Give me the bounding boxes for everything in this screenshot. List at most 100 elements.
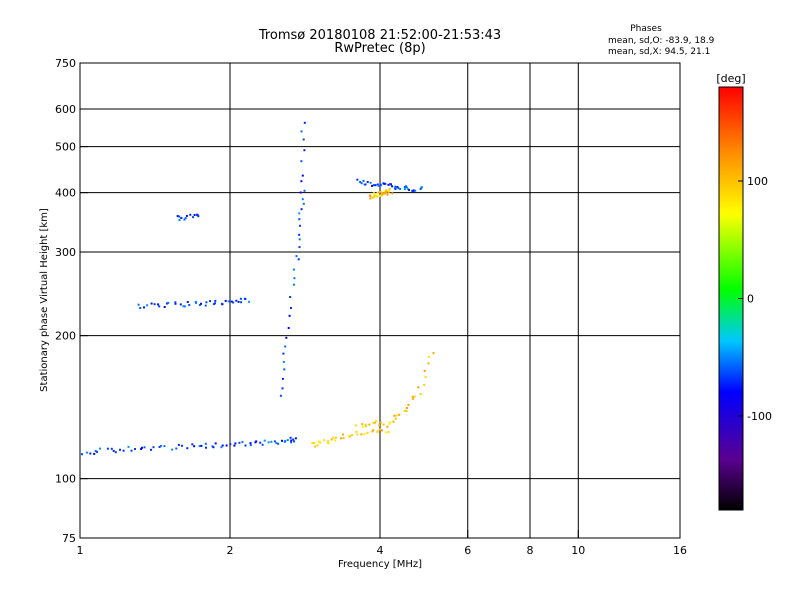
data-point <box>212 303 215 306</box>
data-point <box>383 190 386 193</box>
data-point <box>413 395 416 398</box>
data-point <box>414 189 417 192</box>
data-point <box>273 440 276 443</box>
data-point <box>405 186 408 189</box>
data-point <box>112 449 115 452</box>
data-point <box>240 301 243 304</box>
data-point <box>303 149 306 152</box>
data-point <box>311 442 314 444</box>
data-point <box>183 305 186 308</box>
data-point <box>316 444 319 447</box>
data-point <box>297 258 300 261</box>
data-point <box>163 306 166 308</box>
data-point <box>185 214 188 217</box>
data-point <box>301 198 304 201</box>
data-point <box>298 218 301 221</box>
data-point <box>290 441 293 444</box>
data-point <box>361 425 364 428</box>
data-point <box>403 409 406 412</box>
data-point <box>369 197 372 200</box>
data-point <box>427 362 430 365</box>
data-point <box>205 301 208 304</box>
data-point <box>374 184 377 187</box>
data-point <box>290 439 293 442</box>
data-point <box>388 422 391 425</box>
data-point <box>286 439 289 442</box>
data-point <box>362 179 365 182</box>
data-point <box>159 444 162 447</box>
data-point <box>89 452 92 455</box>
data-point <box>369 181 372 184</box>
grid-lines <box>80 63 680 538</box>
data-point <box>419 188 422 190</box>
data-point <box>292 438 295 441</box>
data-point <box>281 439 283 442</box>
data-point <box>150 302 153 305</box>
data-point <box>283 440 286 443</box>
data-point <box>225 444 228 447</box>
data-point <box>390 183 392 186</box>
data-point <box>94 450 97 453</box>
data-point <box>405 185 407 188</box>
phase-colorbar: [deg] <box>716 72 746 510</box>
data-point <box>184 217 187 220</box>
data-point <box>188 304 191 306</box>
data-point <box>303 189 306 192</box>
data-point <box>114 451 117 454</box>
data-point <box>391 185 394 188</box>
x-tick-label: 8 <box>527 544 534 557</box>
data-point <box>175 447 178 450</box>
data-point <box>182 305 185 308</box>
data-point <box>384 431 387 434</box>
data-point <box>220 446 223 449</box>
data-point <box>295 255 298 258</box>
data-point <box>303 121 306 124</box>
data-point <box>380 191 383 194</box>
data-point <box>395 414 398 417</box>
data-point <box>193 445 196 448</box>
data-point <box>244 298 247 300</box>
data-point <box>183 218 186 221</box>
data-point <box>281 377 284 380</box>
data-point <box>285 336 288 339</box>
data-point <box>287 327 290 329</box>
data-point <box>137 303 140 306</box>
data-point <box>361 423 364 425</box>
data-point <box>376 195 379 198</box>
data-point <box>432 352 435 355</box>
data-point <box>122 449 125 452</box>
data-point <box>277 442 280 445</box>
data-point <box>351 434 353 436</box>
data-point <box>259 441 262 444</box>
data-point <box>382 423 385 426</box>
data-point <box>174 302 177 305</box>
data-point <box>198 445 201 447</box>
data-point <box>130 449 133 452</box>
data-point <box>379 421 382 424</box>
data-point <box>364 425 367 427</box>
data-point <box>281 387 284 390</box>
data-point <box>356 433 359 436</box>
data-point <box>399 188 402 190</box>
data-point <box>221 444 224 447</box>
x-tick-label: 6 <box>464 544 471 557</box>
data-point <box>289 296 292 298</box>
y-tick-label: 600 <box>55 103 76 116</box>
data-point <box>375 194 378 197</box>
data-point <box>417 386 420 389</box>
data-point <box>239 297 242 300</box>
data-point <box>197 215 200 218</box>
y-tick-label: 500 <box>55 141 76 154</box>
data-point <box>298 246 301 249</box>
y-tick-label: 400 <box>55 187 76 200</box>
data-point <box>366 432 369 434</box>
data-point <box>387 183 390 186</box>
data-point <box>339 437 342 440</box>
data-point <box>408 189 410 191</box>
data-point <box>241 441 244 444</box>
data-point <box>180 217 183 219</box>
data-point <box>234 442 237 445</box>
data-point <box>150 448 152 451</box>
data-points <box>81 121 435 456</box>
data-point <box>232 301 235 304</box>
